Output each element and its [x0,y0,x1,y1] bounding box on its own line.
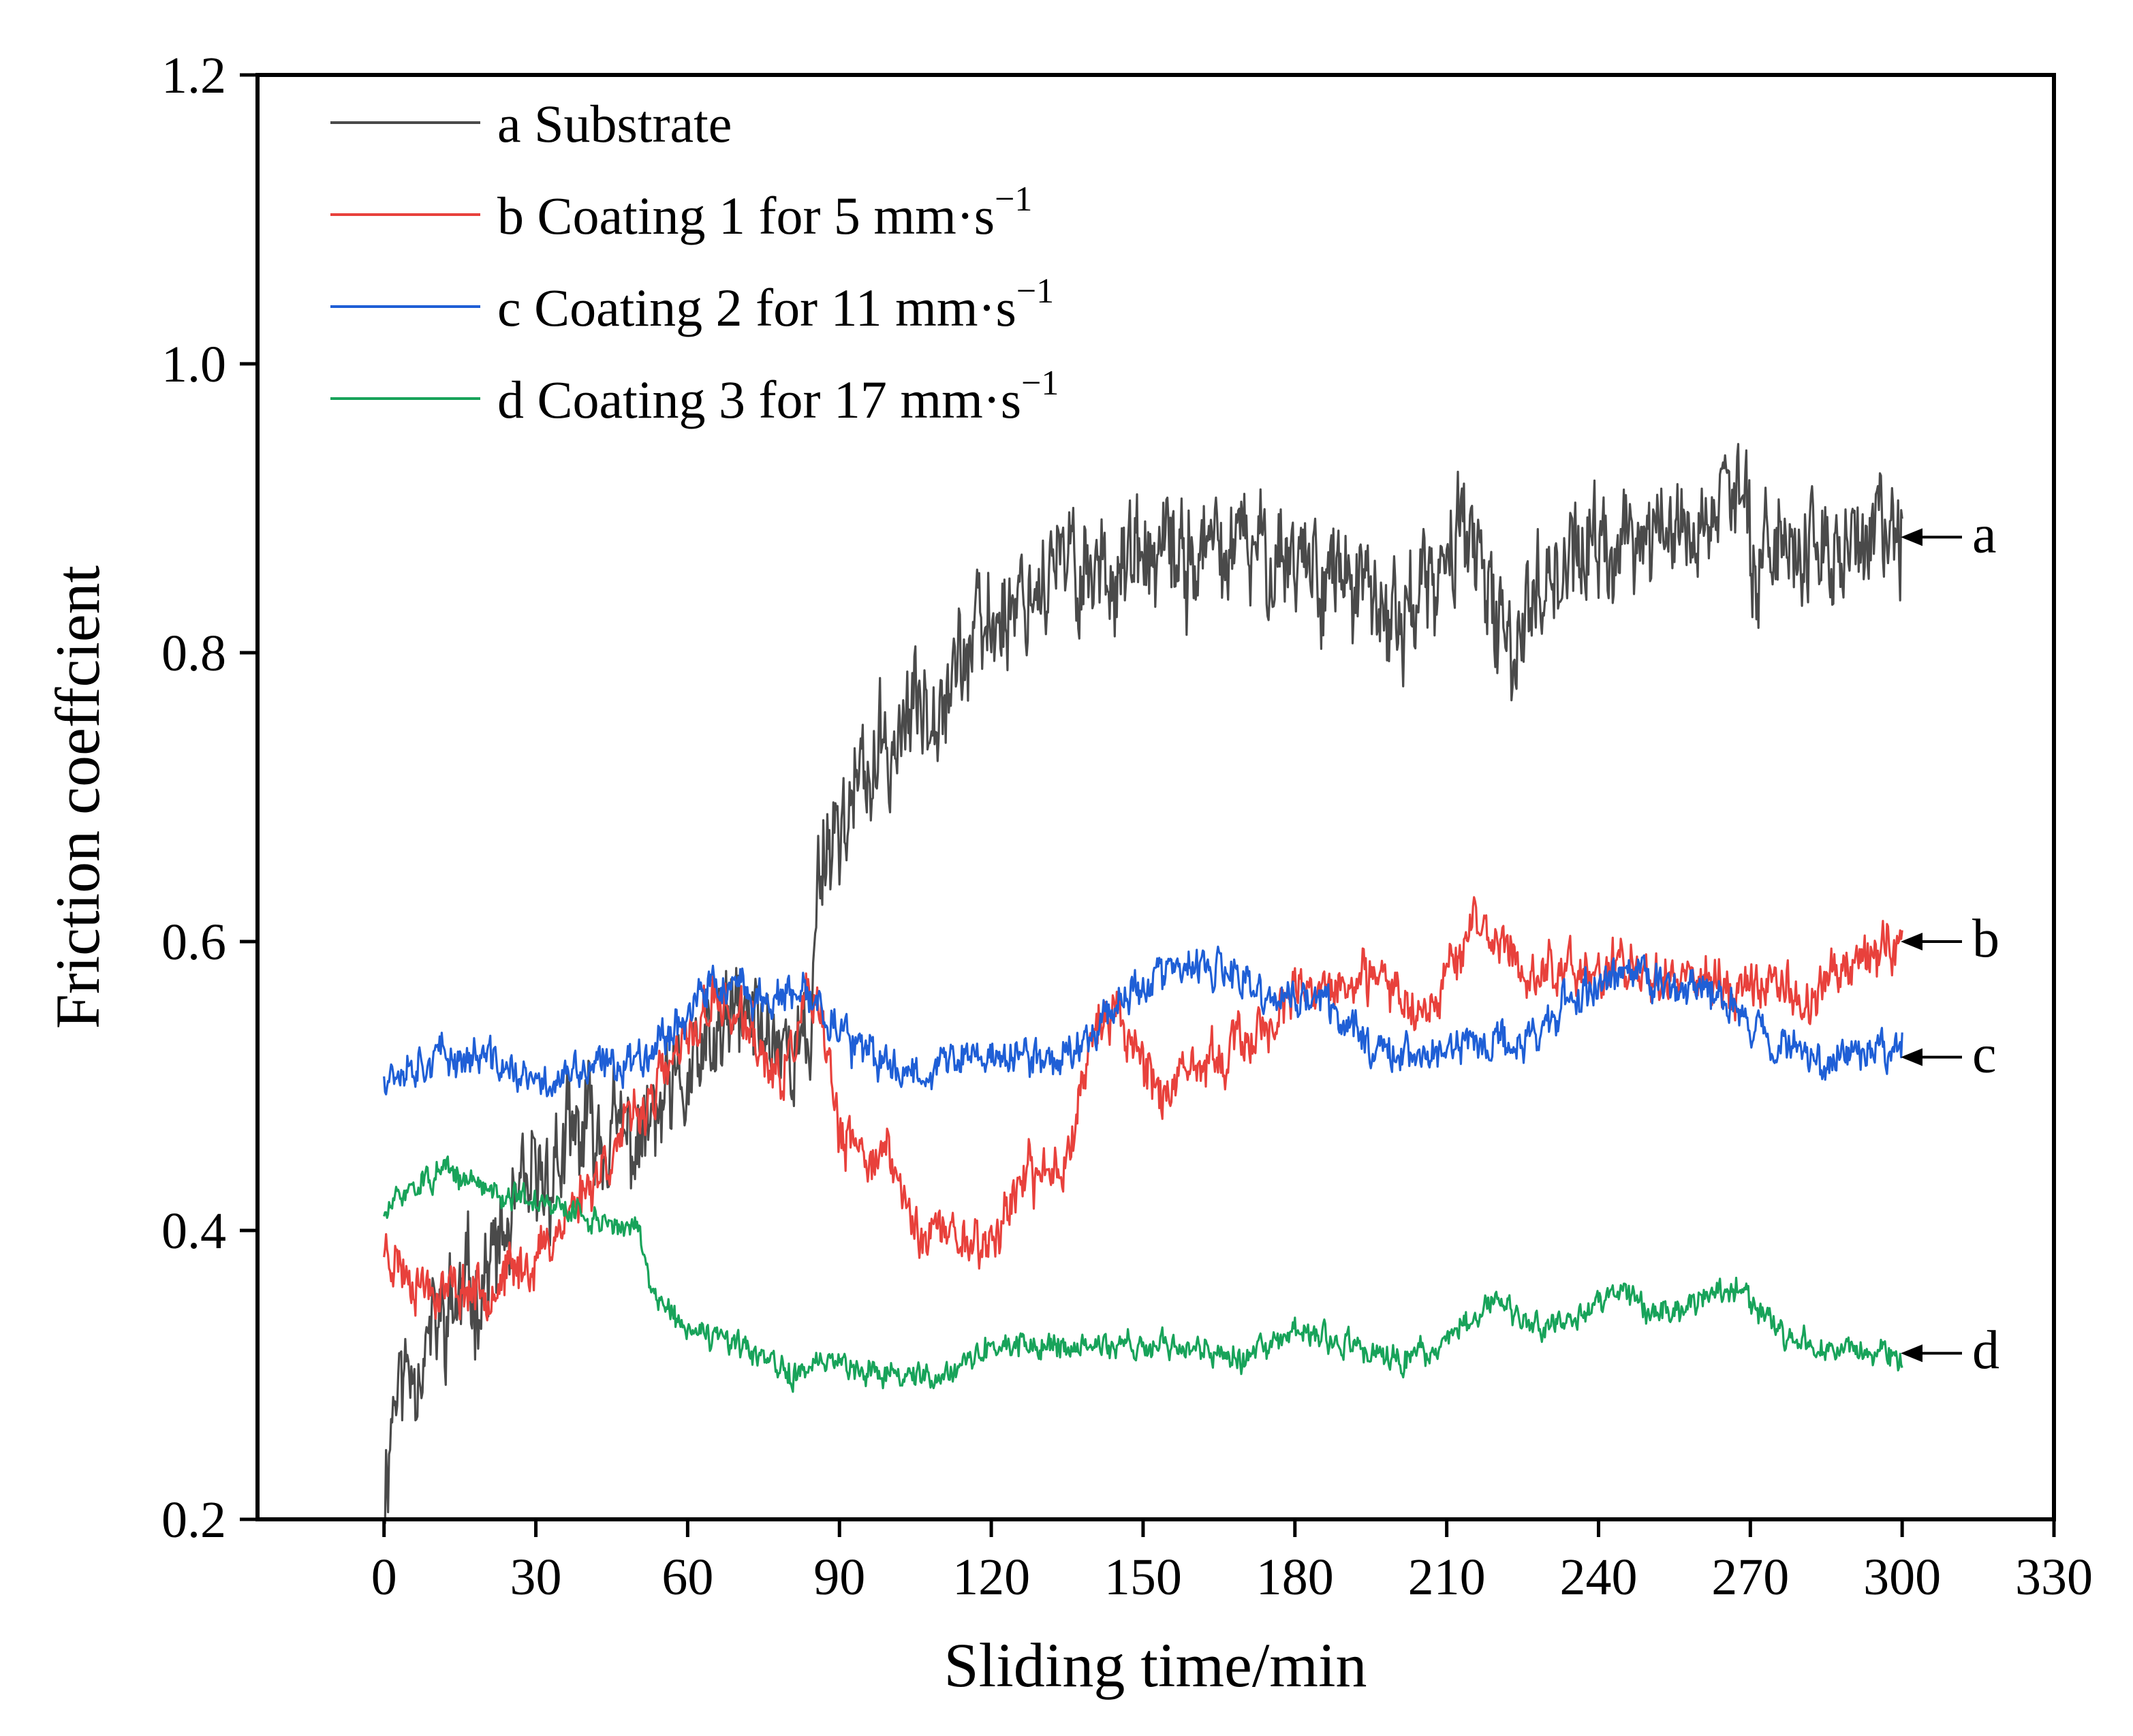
x-tick-label: 240 [1559,1549,1637,1606]
x-tick-label: 90 [813,1549,865,1606]
x-tick-label: 30 [510,1549,562,1606]
plot-frame [255,73,2056,1521]
legend-text: b Coating 1 for 5 [497,186,873,245]
y-tick-label: 0.6 [161,914,226,971]
arrow-left-icon [1901,1048,1922,1066]
legend-exponent: −1 [1016,272,1054,311]
legend-label-a: a Substrate [497,94,732,153]
y-tick-label: 1.0 [161,336,226,393]
curve-tag-b: b [1972,909,1999,969]
legend-text: d Coating 3 for 17 [497,370,900,429]
x-axis-title: Sliding time/min [944,1630,1367,1700]
x-tick-label: 60 [661,1549,713,1606]
arrow-left-icon [1901,933,1922,950]
curve-end-labels: a bc d [1901,504,1999,1380]
curve-tag-a: a [1972,504,1997,564]
x-tick-label: 150 [1104,1549,1182,1606]
x-tick-label: 300 [1863,1549,1941,1606]
x-tick-label: 180 [1256,1549,1334,1606]
y-tick-label: 0.2 [161,1491,226,1549]
y-tick-label: 0.8 [161,625,226,682]
arrow-left-icon [1901,528,1922,546]
curve-tag-d: d [1972,1320,1999,1380]
arrow-left-icon [1901,1344,1922,1363]
legend-text: c Coating 2 for 11 [497,278,895,337]
x-tick-label: 120 [952,1549,1030,1606]
legend-unit: mm·s [900,370,1021,429]
x-tick-label: 330 [2015,1549,2093,1606]
curve-tag-c: c [1972,1025,1997,1085]
legend-label-c: c Coating 2 for 11 mm·s−1 [497,272,1054,337]
x-tick-label: 270 [1711,1549,1789,1606]
x-tick-label: 210 [1408,1549,1486,1606]
legend-unit: mm·s [873,186,995,245]
legend-label-b: b Coating 1 for 5 mm·s−1 [497,180,1032,245]
legend-unit: mm·s [895,278,1016,337]
series-line-c [383,945,1903,1098]
series-line-a [383,443,1903,1525]
y-tick-label: 1.2 [161,47,226,104]
x-tick-label: 0 [371,1549,397,1606]
series-line-d [383,1155,1903,1393]
y-tick-label: 0.4 [161,1203,226,1260]
legend-exponent: −1 [995,180,1032,219]
y-axis-title: Friction coeffcient [43,565,112,1029]
legend-exponent: −1 [1021,364,1059,403]
axis-ticks: 0 30 60 90 120 150 180 210 240 270 300 330 0.2 0.4 0.6… [161,47,2093,1606]
series-lines [383,443,1903,1525]
legend-label-d: d Coating 3 for 17 mm·s−1 [497,364,1059,429]
legend-text: a Substrate [497,94,732,153]
